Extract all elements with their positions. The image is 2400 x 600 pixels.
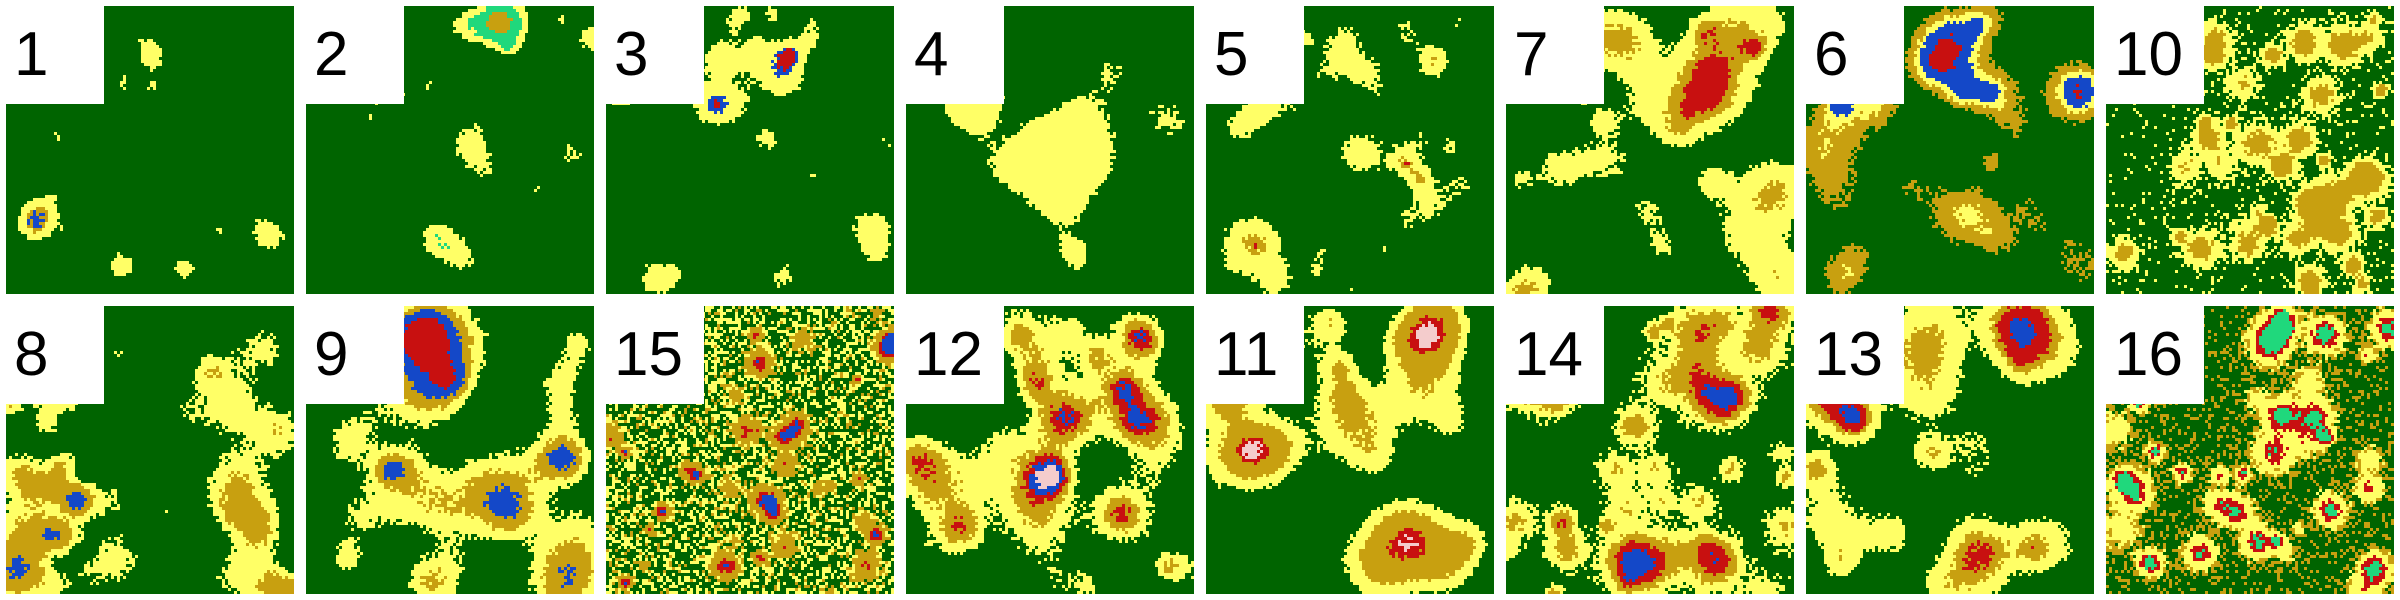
land-cover-map-panel: 10 [2106, 6, 2394, 294]
panel-number-label: 15 [606, 306, 704, 404]
land-cover-map-panel: 13 [1806, 306, 2094, 594]
land-cover-map-panel: 9 [306, 306, 594, 594]
panel-number-label: 9 [306, 306, 404, 404]
panel-number-label: 5 [1206, 6, 1304, 104]
land-cover-map-panel: 1 [6, 6, 294, 294]
panel-number-label: 8 [6, 306, 104, 404]
panel-number-label: 6 [1806, 6, 1904, 104]
panel-number-label: 13 [1806, 306, 1904, 404]
land-cover-map-panel: 8 [6, 306, 294, 594]
land-cover-map-panel: 14 [1506, 306, 1794, 594]
panel-number-label: 16 [2106, 306, 2204, 404]
panel-number-label: 4 [906, 6, 1004, 104]
land-cover-map-panel: 3 [606, 6, 894, 294]
land-cover-map-panel: 5 [1206, 6, 1494, 294]
panel-number-label: 10 [2106, 6, 2204, 104]
land-cover-map-panel: 16 [2106, 306, 2394, 594]
land-cover-map-panel: 6 [1806, 6, 2094, 294]
panel-number-label: 14 [1506, 306, 1604, 404]
panel-number-label: 2 [306, 6, 404, 104]
land-cover-map-panel: 12 [906, 306, 1194, 594]
panel-number-label: 7 [1506, 6, 1604, 104]
land-cover-map-panel: 11 [1206, 306, 1494, 594]
land-cover-map-panel: 15 [606, 306, 894, 594]
panel-number-label: 1 [6, 6, 104, 104]
land-cover-map-panel: 2 [306, 6, 594, 294]
land-cover-map-panel: 4 [906, 6, 1194, 294]
land-cover-map-panel: 7 [1506, 6, 1794, 294]
panel-number-label: 11 [1206, 306, 1304, 404]
panel-number-label: 3 [606, 6, 704, 104]
panel-number-label: 12 [906, 306, 1004, 404]
